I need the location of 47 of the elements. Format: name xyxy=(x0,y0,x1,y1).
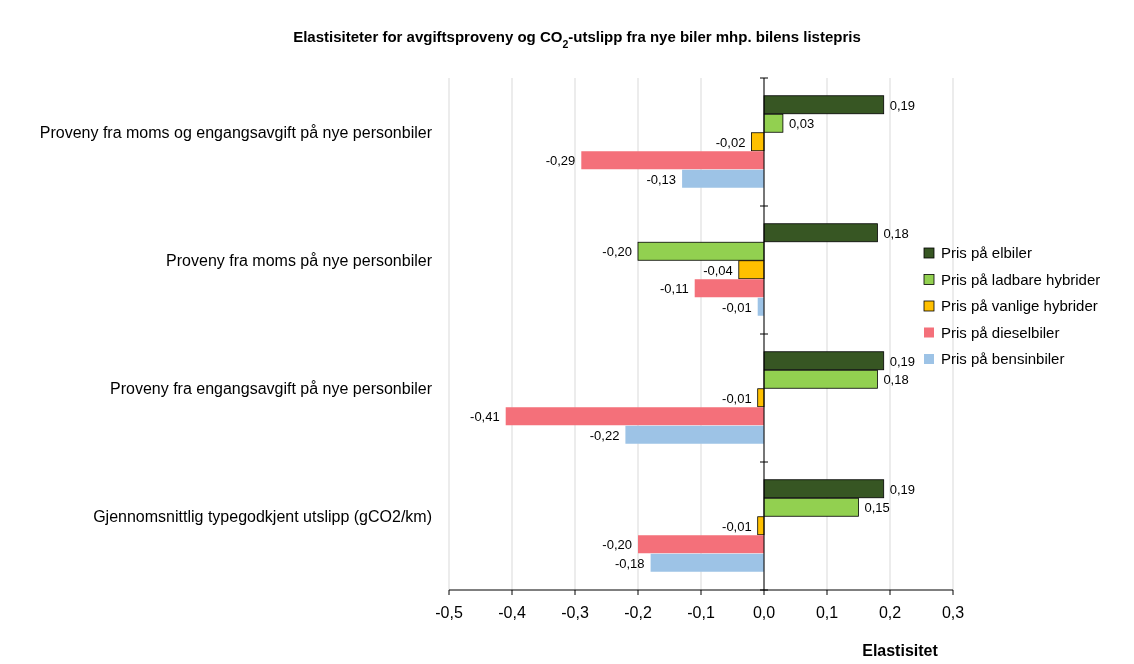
bar xyxy=(650,553,764,572)
data-label: -0,04 xyxy=(703,262,733,278)
bar xyxy=(581,151,764,170)
y-tick-label: Proveny fra moms på nye personbiler xyxy=(166,252,433,269)
data-label: -0,13 xyxy=(646,171,677,187)
data-label: -0,22 xyxy=(589,427,620,443)
data-label: 0,03 xyxy=(788,116,815,131)
bar xyxy=(625,425,764,444)
bar xyxy=(682,169,764,188)
y-tick-label: Gjennomsnittlig typegodkjent utslipp (gCO2/km) xyxy=(93,508,432,525)
legend-label: Pris på elbiler xyxy=(941,244,1032,261)
x-axis-title: Elastisitet xyxy=(862,642,939,659)
data-label: 0,19 xyxy=(889,97,916,113)
x-tick-label: -0,3 xyxy=(561,604,589,621)
bar xyxy=(638,535,764,554)
x-tick-label: -0,2 xyxy=(624,604,652,621)
data-label: -0,01 xyxy=(722,390,752,406)
legend-label: Pris på bensinbiler xyxy=(941,350,1065,367)
data-label: 0,18 xyxy=(883,225,909,241)
x-tick-label: -0,4 xyxy=(498,604,526,621)
data-label: 0,19 xyxy=(889,353,916,369)
data-label: 0,18 xyxy=(883,372,909,387)
data-label: 0,15 xyxy=(864,500,890,515)
data-label: -0,41 xyxy=(470,409,500,424)
legend-label: Pris på vanlige hybrider xyxy=(941,297,1098,314)
legend-label: Pris på ladbare hybrider xyxy=(941,270,1101,288)
x-tick-label: 0,1 xyxy=(815,604,839,621)
x-tick-label: 0,3 xyxy=(941,604,965,621)
y-tick-label: Proveny fra moms og engangsavgift på nye personbiler xyxy=(39,124,433,141)
x-tick-label: 0,2 xyxy=(878,604,902,621)
data-label: -0,29 xyxy=(545,153,576,168)
legend-label: Pris på dieselbiler xyxy=(941,323,1060,341)
data-label: -0,01 xyxy=(722,518,752,534)
y-tick-label: Proveny fra engangsavgift på nye personbiler xyxy=(110,380,433,397)
x-tick-label: -0,5 xyxy=(435,604,463,621)
x-tick-label: -0,1 xyxy=(687,604,715,621)
bar xyxy=(505,407,764,426)
bar xyxy=(694,279,764,298)
data-label: -0,18 xyxy=(614,555,645,571)
data-label: -0,20 xyxy=(602,537,632,552)
data-label: -0,11 xyxy=(660,281,689,296)
x-tick-label: 0,0 xyxy=(752,604,776,621)
chart-title: Elastisiteter for avgiftsproveny og CO$_{2}$-utslipp fra nye biler mhp. bilens listepris xyxy=(293,28,861,50)
data-label: -0,20 xyxy=(602,244,632,259)
data-label: 0,19 xyxy=(889,481,916,497)
data-label: -0,02 xyxy=(715,134,746,150)
data-label: -0,01 xyxy=(722,299,752,315)
